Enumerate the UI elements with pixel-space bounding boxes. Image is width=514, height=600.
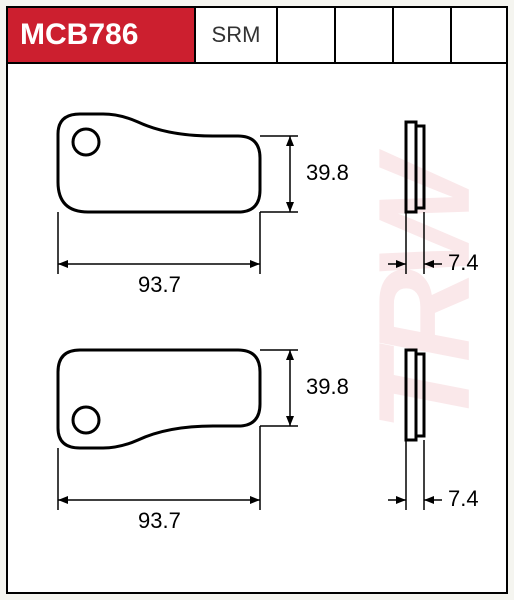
diagram-frame: MCB786 SRM TRW: [6, 6, 508, 594]
spec-cell-2: [336, 8, 394, 62]
spec-cell-1: [278, 8, 336, 62]
drawing-area: 39.8 93.7 7.4: [8, 64, 506, 592]
header-row: MCB786 SRM: [8, 8, 506, 64]
pad2-thick-dim: [388, 440, 442, 510]
pad1-width-label: 93.7: [138, 272, 181, 298]
spec-label-0: SRM: [212, 22, 261, 48]
pad2-height-label: 39.8: [306, 374, 349, 400]
pad2-side-profile: [406, 350, 424, 440]
pad1-thick-label: 7.4: [448, 250, 479, 276]
pad1-height-dim: [260, 136, 298, 212]
spec-cell-4: [452, 8, 506, 62]
pad2-height-dim: [260, 350, 298, 426]
part-number-cell: MCB786: [8, 8, 196, 62]
part-number: MCB786: [20, 18, 138, 52]
pad2-hole: [73, 407, 99, 433]
pad1-thick-dim: [388, 212, 442, 274]
pad2-svg: [8, 322, 510, 592]
pad2-width-label: 93.7: [138, 508, 181, 534]
pad1-width-dim: [58, 212, 260, 274]
spec-cell-3: [394, 8, 452, 62]
pad2-thick-label: 7.4: [448, 486, 479, 512]
pad1-hole: [73, 129, 99, 155]
pad1-height-label: 39.8: [306, 160, 349, 186]
spec-cell-0: SRM: [196, 8, 278, 62]
pad1-side-profile: [406, 122, 424, 212]
pad1-svg: [8, 64, 510, 322]
